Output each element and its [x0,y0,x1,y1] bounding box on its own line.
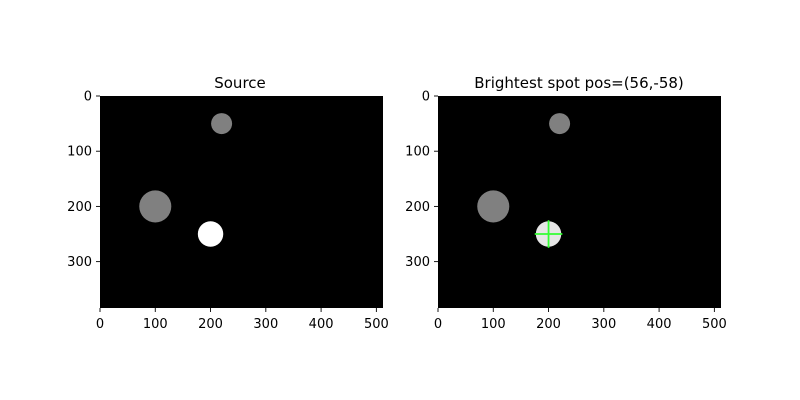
panel-source-marks: 0 100 200 300 400 500 0 100 200 300 [67,90,389,333]
source-x-tick-label: 500 [364,317,389,332]
source-spot-3 [197,221,224,247]
source-y-tick-label: 300 [67,255,92,270]
panel-brightest-marks: 0 100 200 300 400 500 0 100 200 300 [405,90,727,333]
brightest-x-tick-label: 0 [434,317,442,332]
brightest-spot-1 [549,113,571,135]
brightest-x-tick-label: 500 [702,317,727,332]
source-x-tick-label: 400 [309,317,334,332]
source-spot-2 [139,190,172,223]
panel-brightest-title: Brightest spot pos=(56,-58) [474,74,684,92]
brightest-x-tick-label: 200 [536,317,561,332]
panel-source: Source 0 100 200 300 400 500 0 100 200 300 [67,74,389,332]
brightest-y-tick-label: 200 [405,200,430,215]
source-y-tick-label: 100 [67,145,92,160]
brightest-y-tick-label: 0 [422,90,430,105]
source-y-tick-label: 0 [84,90,92,105]
brightest-y-tick-label: 100 [405,145,430,160]
brightest-spot-2 [477,190,510,223]
source-x-tick-label: 0 [96,317,104,332]
panel-source-title: Source [214,74,266,92]
source-x-tick-label: 300 [253,317,278,332]
source-y-tick-label: 200 [67,200,92,215]
brightest-x-tick-label: 100 [481,317,506,332]
source-spot-1 [211,113,233,135]
brightest-x-tick-label: 300 [591,317,616,332]
brightest-x-tick-label: 400 [647,317,672,332]
source-x-tick-label: 200 [198,317,223,332]
brightest-y-tick-label: 300 [405,255,430,270]
source-x-tick-label: 100 [143,317,168,332]
panel-brightest: Brightest spot pos=(56,-58) 0 100 200 300 40… [405,74,727,332]
